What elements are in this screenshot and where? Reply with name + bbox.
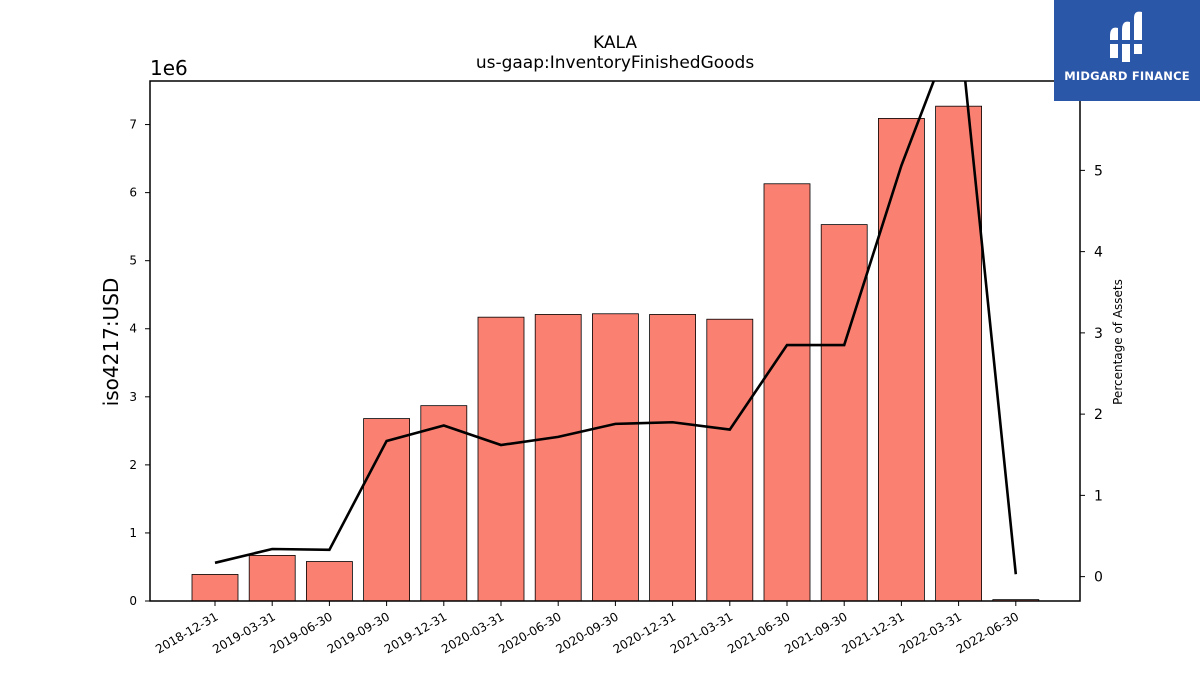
y-tick-label: 1 (129, 526, 137, 540)
y2-tick-label: 3 (1094, 326, 1103, 342)
bar-2021-06-30 (763, 183, 811, 602)
x-axis-ticks: 2018-12-312019-03-312019-06-302019-09-30… (153, 601, 1021, 656)
bar-2022-03-31 (935, 105, 982, 602)
x-tick-label: 2021-03-31 (668, 609, 735, 656)
x-tick-label: 2020-12-31 (611, 609, 678, 656)
y2-axis-label: Percentage of Assets (1111, 279, 1125, 405)
chart-subtitle: us-gaap:InventoryFinishedGoods (476, 53, 755, 73)
bar-2019-09-30 (363, 418, 411, 602)
midgard-finance-logo: MIDGARD FINANCE (1054, 0, 1200, 101)
x-tick-label: 2020-09-30 (553, 609, 620, 656)
x-tick-label: 2020-06-30 (496, 609, 563, 656)
bar-2019-03-31 (248, 554, 296, 602)
x-tick-label: 2021-12-31 (839, 609, 906, 656)
bar-2019-12-31 (420, 405, 468, 602)
bar-2018-12-31 (191, 574, 239, 602)
bar-2020-09-30 (592, 313, 639, 602)
y-axis-multiplier: 1e6 (150, 56, 188, 80)
bar-2021-12-31 (878, 118, 925, 602)
logo-text: MIDGARD FINANCE (1064, 69, 1190, 83)
y-tick-label: 6 (129, 186, 137, 200)
y2-axis-ticks: 0 1 2 3 4 5 (1080, 163, 1103, 586)
y-axis-ticks: 0 1 2 3 4 5 6 7 (129, 118, 150, 608)
bar-2021-09-30 (820, 224, 868, 602)
x-tick-label: 2019-06-30 (267, 609, 334, 656)
x-tick-label: 2019-12-31 (382, 609, 449, 656)
y-axis-label: iso4217:USD (99, 278, 123, 407)
y-tick-label: 4 (129, 322, 137, 336)
bar-2020-12-31 (649, 314, 696, 602)
x-tick-label: 2020-03-31 (439, 609, 506, 656)
y2-tick-label: 1 (1094, 488, 1103, 504)
bar-2021-03-31 (706, 318, 754, 602)
logo-mark-icon (1110, 11, 1142, 62)
x-tick-label: 2022-06-30 (954, 609, 1021, 656)
y2-tick-label: 2 (1094, 407, 1103, 423)
x-tick-label: 2021-09-30 (782, 609, 849, 656)
bar-2020-03-31 (477, 316, 525, 602)
y-tick-label: 2 (129, 458, 137, 472)
y-tick-label: 0 (129, 594, 137, 608)
x-tick-label: 2019-09-30 (325, 609, 392, 656)
x-tick-label: 2021-06-30 (725, 609, 792, 656)
x-tick-label: 2018-12-31 (153, 609, 220, 656)
y2-tick-label: 0 (1094, 570, 1103, 586)
percentage-line (214, 81, 1018, 575)
x-tick-label: 2019-03-31 (210, 609, 277, 656)
y-tick-label: 7 (129, 118, 137, 132)
bar-2019-06-30 (305, 561, 353, 602)
bar-2020-06-30 (534, 314, 582, 602)
chart-title: KALA (593, 33, 637, 53)
bar-series (191, 105, 1040, 602)
y2-tick-label: 4 (1094, 245, 1103, 261)
y-tick-label: 5 (129, 254, 137, 268)
line-series (214, 81, 1018, 575)
x-tick-label: 2022-03-31 (897, 609, 964, 656)
y-tick-label: 3 (129, 390, 137, 404)
y2-tick-label: 5 (1094, 163, 1103, 179)
